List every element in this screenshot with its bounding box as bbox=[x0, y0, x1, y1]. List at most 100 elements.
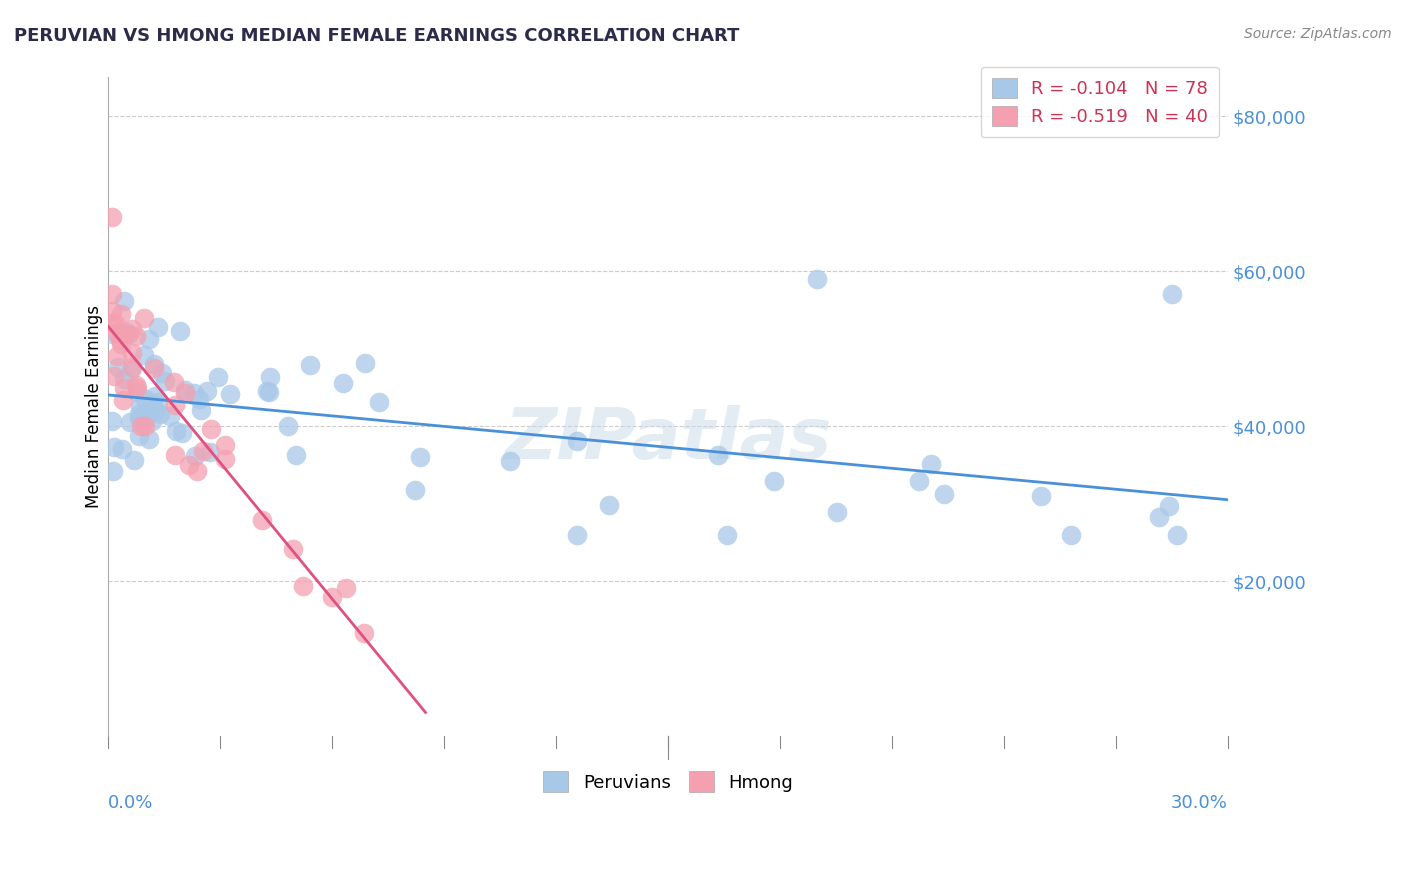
Point bbox=[163, 398, 186, 412]
Point bbox=[121, 346, 143, 360]
Point bbox=[146, 319, 169, 334]
Point bbox=[103, 368, 125, 383]
Point bbox=[172, 425, 194, 440]
Point bbox=[103, 327, 125, 342]
Point bbox=[128, 407, 150, 421]
Point bbox=[165, 424, 187, 438]
Point bbox=[335, 581, 357, 595]
Point bbox=[101, 210, 124, 224]
Point bbox=[404, 483, 426, 498]
Point bbox=[107, 360, 129, 375]
Point bbox=[112, 293, 135, 308]
Point bbox=[173, 385, 195, 400]
Text: PERUVIAN VS HMONG MEDIAN FEMALE EARNINGS CORRELATION CHART: PERUVIAN VS HMONG MEDIAN FEMALE EARNINGS… bbox=[14, 27, 740, 45]
Point bbox=[1147, 510, 1170, 524]
Point bbox=[149, 407, 172, 421]
Point bbox=[103, 440, 125, 454]
Point bbox=[567, 434, 589, 449]
Point bbox=[353, 356, 375, 370]
Point bbox=[110, 307, 132, 321]
Point bbox=[115, 327, 138, 342]
Point bbox=[183, 386, 205, 401]
Point bbox=[127, 381, 149, 395]
Point bbox=[188, 392, 211, 406]
Point bbox=[105, 349, 128, 363]
Point bbox=[277, 418, 299, 433]
Point bbox=[191, 444, 214, 458]
Point bbox=[101, 316, 124, 330]
Point bbox=[1166, 527, 1188, 541]
Point bbox=[121, 322, 143, 336]
Legend: Peruvians, Hmong: Peruvians, Hmong bbox=[536, 764, 800, 799]
Point bbox=[332, 376, 354, 391]
Point bbox=[163, 376, 186, 390]
Point bbox=[143, 389, 166, 403]
Point bbox=[908, 474, 931, 488]
Point bbox=[138, 433, 160, 447]
Point bbox=[190, 403, 212, 417]
Point bbox=[207, 370, 229, 384]
Point bbox=[806, 272, 828, 286]
Point bbox=[165, 448, 187, 462]
Point bbox=[101, 304, 124, 318]
Point bbox=[129, 401, 152, 415]
Point bbox=[150, 366, 173, 380]
Text: 0.0%: 0.0% bbox=[108, 794, 153, 812]
Point bbox=[321, 590, 343, 604]
Point bbox=[120, 363, 142, 377]
Point bbox=[707, 448, 730, 462]
Point bbox=[214, 451, 236, 466]
Point bbox=[256, 384, 278, 398]
Point bbox=[291, 579, 314, 593]
Point bbox=[118, 326, 141, 341]
Point bbox=[124, 377, 146, 392]
Point bbox=[142, 357, 165, 371]
Point bbox=[104, 316, 127, 330]
Text: ZIPatlas: ZIPatlas bbox=[505, 405, 832, 475]
Point bbox=[122, 452, 145, 467]
Point bbox=[134, 419, 156, 434]
Point bbox=[198, 445, 221, 459]
Point bbox=[932, 486, 955, 500]
Point bbox=[128, 411, 150, 425]
Point bbox=[169, 324, 191, 338]
Point bbox=[101, 464, 124, 478]
Point bbox=[183, 449, 205, 463]
Point bbox=[105, 326, 128, 340]
Point bbox=[114, 325, 136, 339]
Point bbox=[298, 358, 321, 372]
Point bbox=[129, 418, 152, 433]
Point bbox=[132, 347, 155, 361]
Point bbox=[127, 385, 149, 400]
Text: 30.0%: 30.0% bbox=[1171, 794, 1227, 812]
Point bbox=[101, 287, 124, 301]
Point bbox=[132, 310, 155, 325]
Point bbox=[259, 384, 281, 399]
Point bbox=[567, 527, 589, 541]
Point bbox=[250, 513, 273, 527]
Point bbox=[283, 541, 305, 556]
Point bbox=[214, 438, 236, 452]
Text: Source: ZipAtlas.com: Source: ZipAtlas.com bbox=[1244, 27, 1392, 41]
Point bbox=[763, 475, 786, 489]
Point bbox=[110, 442, 132, 457]
Point bbox=[195, 384, 218, 398]
Point bbox=[128, 428, 150, 442]
Point bbox=[1031, 489, 1053, 503]
Point bbox=[112, 381, 135, 395]
Point bbox=[173, 384, 195, 398]
Point bbox=[143, 403, 166, 417]
Point bbox=[134, 409, 156, 424]
Point bbox=[110, 332, 132, 346]
Point bbox=[1161, 287, 1184, 301]
Point bbox=[101, 414, 124, 428]
Point bbox=[159, 409, 181, 423]
Point bbox=[1157, 500, 1180, 514]
Y-axis label: Median Female Earnings: Median Female Earnings bbox=[86, 305, 103, 508]
Point bbox=[285, 448, 308, 462]
Point bbox=[259, 370, 281, 384]
Point bbox=[112, 372, 135, 386]
Point bbox=[110, 337, 132, 351]
Point bbox=[716, 527, 738, 541]
Point bbox=[138, 332, 160, 346]
